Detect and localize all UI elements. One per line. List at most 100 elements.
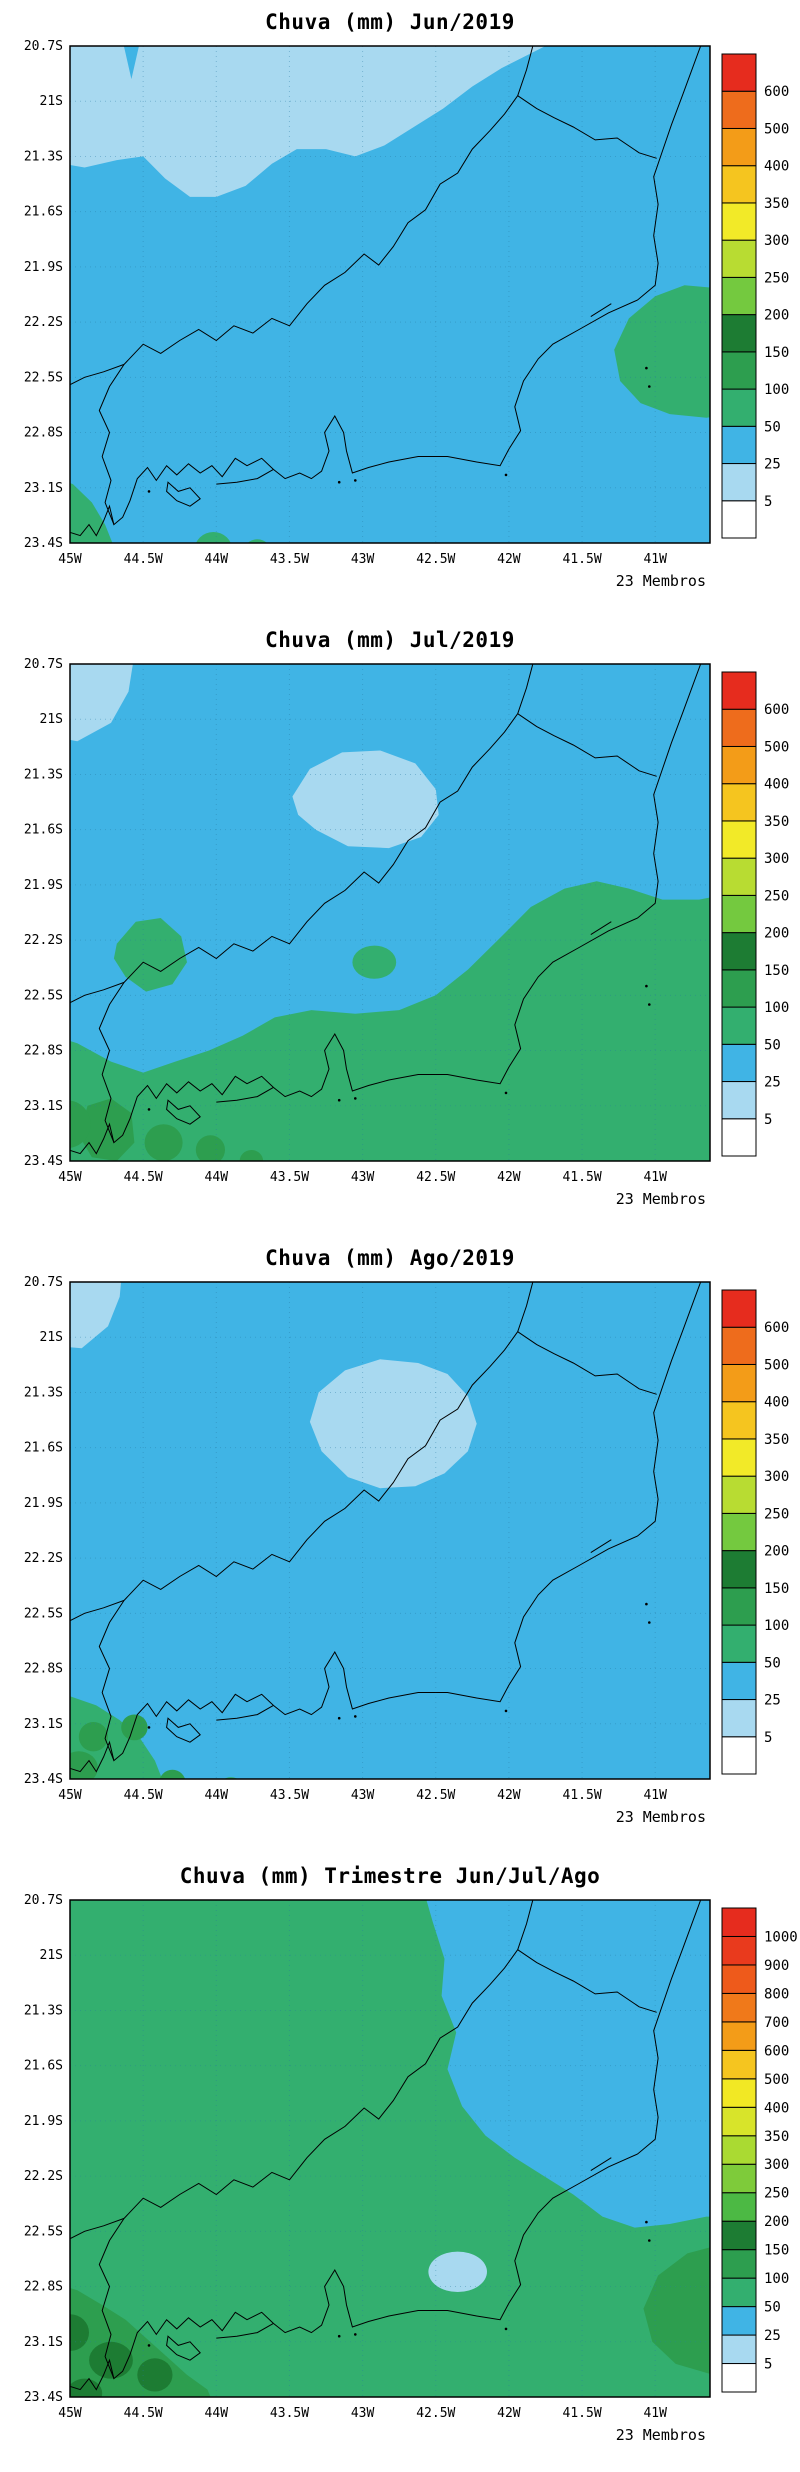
colorbar-label: 250 (764, 270, 789, 286)
rj-sp-border (98, 364, 125, 525)
rain-region (70, 664, 133, 742)
basemap (70, 664, 702, 1155)
sp-mg-border (70, 981, 125, 1004)
grid-lines (70, 664, 710, 1161)
lat-tick-label: 23.1S (24, 1099, 63, 1114)
members-label: 23 Membros (615, 1190, 706, 1208)
colorbar-cell (721, 1512, 757, 1552)
colorbar-label: 5 (764, 1112, 772, 1128)
colorbar-label: 150 (764, 1581, 789, 1597)
colorbar-cell (721, 783, 757, 822)
rj-sp-border (98, 2218, 125, 2379)
coastline (70, 1900, 702, 2391)
colorbar-label: 600 (764, 84, 789, 100)
lat-tick-label: 21.9S (24, 260, 63, 275)
colorbar: 5 25 50 100 150 200 250 300 350 400 500 600 (721, 53, 789, 539)
colorbar-cell (721, 1438, 757, 1477)
lat-tick-label: 21.6S (24, 205, 63, 220)
colorbar-labels: 5 25 50 100 150 200 250 300 350 400 500 600 (764, 1320, 789, 1746)
rain-region (137, 2358, 173, 2392)
colorbar-cell (721, 388, 757, 427)
lat-tick-label: 22.2S (24, 315, 63, 330)
lat-tick-label: 21.6S (24, 2059, 63, 2074)
islet-dot (504, 1709, 508, 1713)
colorbar-cell (721, 2078, 757, 2108)
mg-es-border (517, 46, 534, 96)
chart-title: Chuva (mm) Jun/2019 (265, 10, 515, 34)
lat-tick-label: 21S (40, 94, 63, 109)
lat-tick-label: 22.5S (24, 1606, 63, 1621)
axis-labels: 20.7S 21S 21.3S 21.6S 21.9S 22.2S 22.5S 22.8S 23… (24, 1275, 667, 1803)
lon-tick-label: 44.5W (124, 2406, 163, 2421)
colorbar-label: 5 (764, 494, 772, 510)
lon-tick-label: 41.5W (563, 552, 602, 567)
colorbar-label: 5 (764, 2357, 772, 2373)
colorbar-label: 50 (764, 419, 781, 435)
colorbar-label: 400 (764, 1395, 789, 1411)
islet-dot (504, 2327, 508, 2331)
colorbar-label: 25 (764, 457, 781, 473)
colorbar-label: 250 (764, 888, 789, 904)
grid-lines (70, 46, 710, 543)
lon-tick-label: 43W (351, 2406, 375, 2421)
colorbar-cell (721, 1699, 757, 1738)
rain-region (123, 46, 139, 80)
colorbar-cell (721, 671, 757, 710)
lat-tick-label: 22.5S (24, 988, 63, 1003)
river-mark (590, 2157, 612, 2172)
colorbar-label: 150 (764, 963, 789, 979)
colorbar-label: 100 (764, 2271, 789, 2287)
rj-es-border (517, 1949, 657, 2013)
colorbar-cell (721, 1118, 757, 1157)
colorbar-label: 400 (764, 2100, 789, 2116)
islet-dot (354, 479, 357, 482)
colorbar-cell (721, 1550, 757, 1589)
rain-region (195, 1135, 225, 1161)
panel-jul-2019: Chuva (mm) Jul/2019 20.7S 21S 21.3S 21.6S 21… (0, 618, 800, 1236)
colorbar-cell (721, 276, 757, 316)
islet-dot (337, 1716, 341, 1720)
colorbar-label: 25 (764, 1075, 781, 1091)
chart-title: Chuva (mm) Trimestre Jun/Jul/Ago (179, 1864, 601, 1888)
islet-dot (147, 1108, 151, 1111)
rain-region (426, 1900, 710, 2228)
lat-tick-label: 22.2S (24, 933, 63, 948)
rain-region (352, 945, 397, 979)
map-frame (69, 1899, 711, 2398)
lon-tick-label: 41.5W (563, 1788, 602, 1803)
islet-dot (504, 1091, 508, 1095)
coastline (70, 664, 702, 1155)
colorbar-label: 50 (764, 1037, 781, 1053)
colorbar-cell (721, 425, 757, 465)
plot-svg: 20.7S 21S 21.3S 21.6S 21.9S 22.2S 22.5S 22.8S 23… (24, 1893, 798, 2421)
colorbar-label: 300 (764, 1469, 789, 1485)
colorbar-cell (721, 1907, 757, 1937)
rain-region (70, 2378, 103, 2397)
lat-tick-label: 20.7S (24, 39, 63, 54)
colorbar-label: 300 (764, 851, 789, 867)
lat-tick-label: 22.8S (24, 2280, 63, 2295)
rain-region (239, 1150, 264, 1161)
rain-region (78, 1722, 108, 1752)
colorbar-cell (721, 2220, 757, 2251)
colorbar-label: 350 (764, 196, 789, 212)
lon-tick-label: 44.5W (124, 1788, 163, 1803)
lon-tick-label: 43W (351, 1170, 375, 1185)
rain-region (196, 532, 231, 543)
colorbar-cell (721, 2306, 757, 2336)
sp-mg-border (70, 363, 125, 386)
rain-region (159, 1769, 186, 1779)
rain-region (78, 1098, 135, 1161)
colorbar-cell (721, 127, 757, 167)
colorbar-label: 5 (764, 1730, 772, 1746)
rain-region (70, 46, 546, 197)
colorbar-label: 25 (764, 2328, 781, 2344)
ilha-grande (166, 1099, 201, 1125)
lon-tick-label: 42.5W (416, 1170, 455, 1185)
ilha-grande (166, 481, 201, 507)
map-plot: 20.7S 21S 21.3S 21.6S 21.9S 22.2S 22.5S 22.8S 23… (0, 0, 800, 618)
lat-tick-label: 22.2S (24, 1551, 63, 1566)
islet-dot (645, 366, 648, 370)
colorbar-label: 500 (764, 1358, 789, 1374)
lon-tick-label: 42W (497, 1788, 521, 1803)
